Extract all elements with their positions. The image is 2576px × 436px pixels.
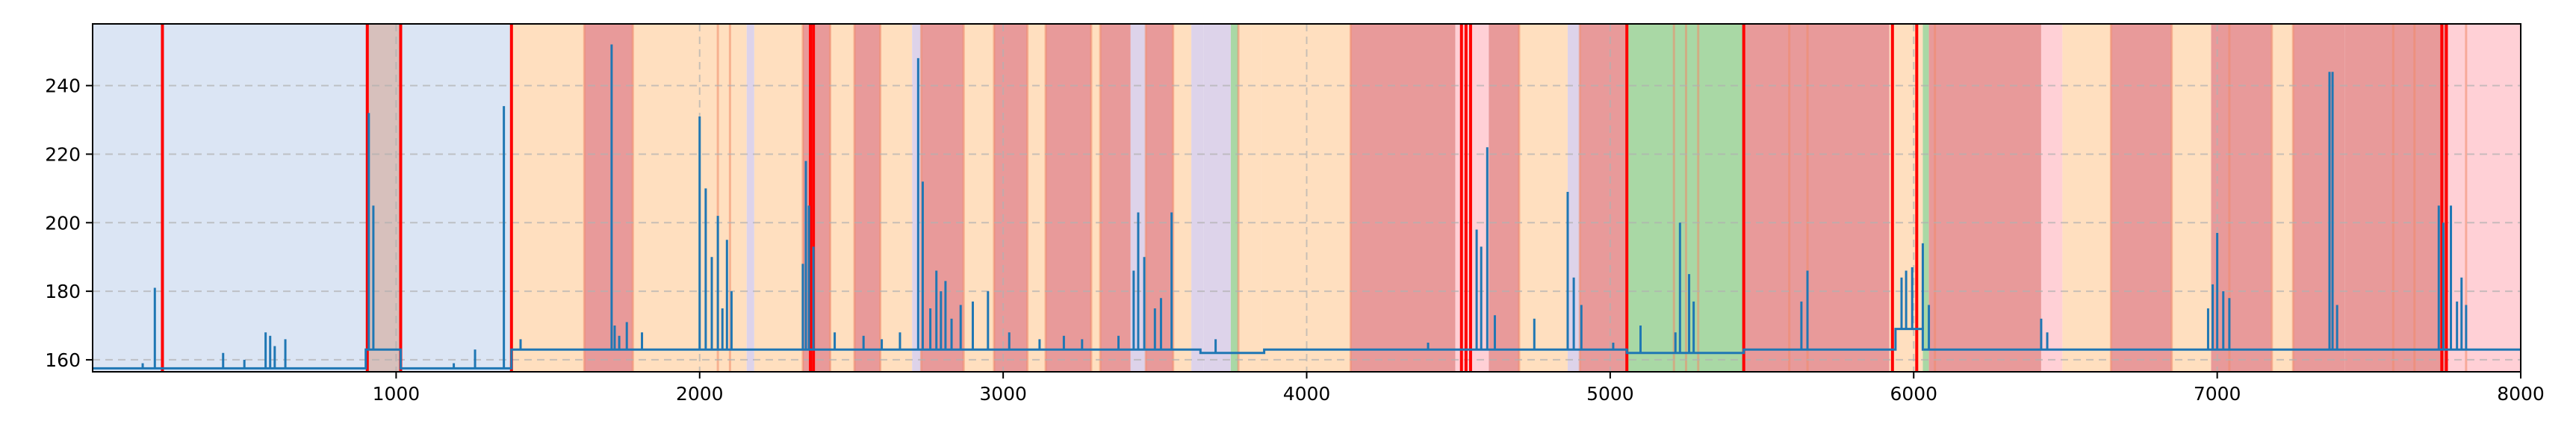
band-43 (2171, 24, 2212, 372)
band-0 (93, 24, 366, 372)
y-axis: 160 180 200 220 240 (45, 75, 93, 371)
band-30 (1477, 24, 1489, 372)
band-45 (2271, 24, 2294, 372)
x-tick-label-2: 3000 (979, 383, 1027, 405)
y-tick-label-1: 180 (45, 281, 81, 302)
band-7 (754, 24, 803, 372)
band-38 (1922, 24, 1929, 372)
x-tick-label-5: 6000 (1890, 383, 1937, 405)
band-14 (963, 24, 994, 372)
band-42 (2111, 24, 2172, 372)
band-23 (1191, 24, 1204, 372)
data-series (93, 44, 2521, 370)
band-24 (1203, 24, 1231, 372)
band-8 (802, 24, 831, 372)
band-18 (1090, 24, 1101, 372)
y-tick-label-4: 240 (45, 75, 81, 97)
band-36 (1743, 24, 1890, 372)
band-27 (1261, 24, 1351, 372)
y-tick-label-2: 200 (45, 212, 81, 234)
band-16 (1027, 24, 1046, 372)
band-25 (1230, 24, 1239, 372)
band-26 (1238, 24, 1261, 372)
y-tick-label-3: 220 (45, 143, 81, 165)
x-tick-label-6: 7000 (2194, 383, 2241, 405)
y-tick-label-0: 160 (45, 349, 81, 371)
band-11 (880, 24, 913, 372)
band-41 (2062, 24, 2111, 372)
band-1 (365, 24, 401, 372)
band-39 (1928, 24, 2041, 372)
band-40 (2040, 24, 2063, 372)
x-tick-label-1: 2000 (676, 383, 724, 405)
band-19 (1100, 24, 1131, 372)
band-4 (584, 24, 633, 372)
band-13 (921, 24, 964, 372)
band-3 (509, 24, 585, 372)
band-34 (1580, 24, 1627, 372)
band-17 (1046, 24, 1091, 372)
band-32 (1518, 24, 1568, 372)
x-tick-label-7: 8000 (2497, 383, 2545, 405)
series-baseline (93, 328, 2521, 370)
band-22 (1173, 24, 1192, 372)
band-9 (830, 24, 855, 372)
band-31 (1489, 24, 1519, 372)
x-axis: 1000 2000 3000 4000 5000 6000 7000 8000 (373, 372, 2545, 405)
band-edges-strong (161, 24, 2448, 372)
band-2 (400, 24, 510, 372)
band-edges-faint (583, 24, 2468, 372)
x-tick-label-3: 4000 (1283, 383, 1331, 405)
background-bands (93, 24, 2521, 372)
band-12 (912, 24, 922, 372)
band-28 (1350, 24, 1456, 372)
gridlines (93, 24, 2521, 372)
band-48 (2448, 24, 2521, 372)
band-6 (746, 24, 754, 372)
x-tick-label-4: 5000 (1586, 383, 1634, 405)
band-15 (993, 24, 1028, 372)
band-47 (2344, 24, 2448, 372)
band-21 (1146, 24, 1173, 372)
band-10 (854, 24, 881, 372)
band-44 (2211, 24, 2272, 372)
x-tick-label-0: 1000 (373, 383, 420, 405)
band-33 (1567, 24, 1580, 372)
